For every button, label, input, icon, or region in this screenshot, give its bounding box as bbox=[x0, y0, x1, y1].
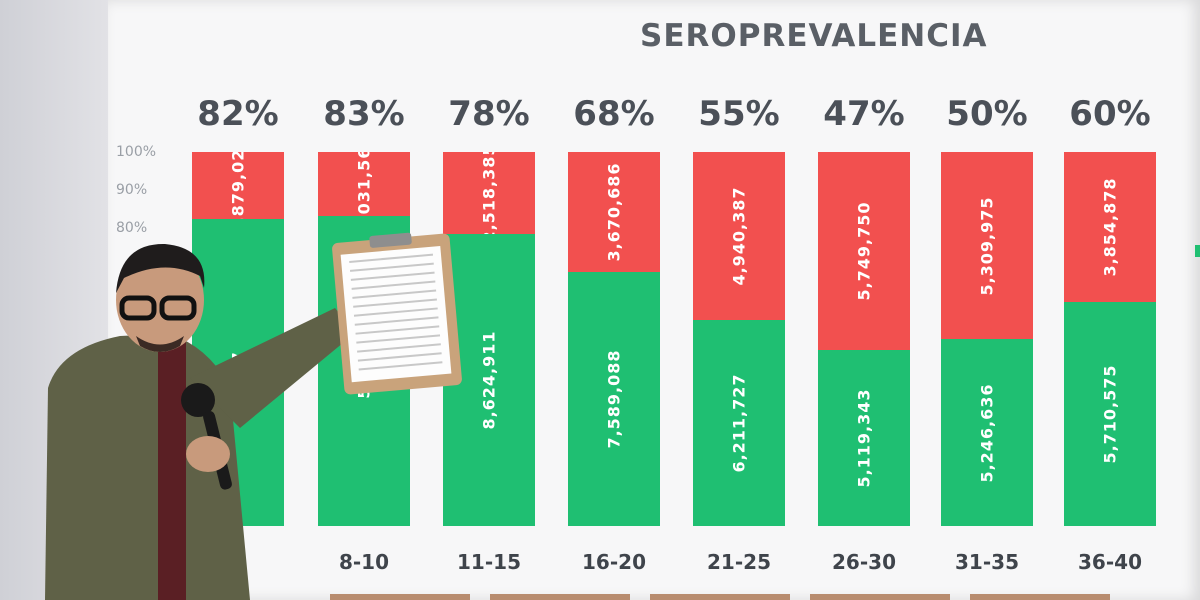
percentage-label: 78% bbox=[448, 94, 530, 134]
bar-segment-negative: 1,031,569 bbox=[318, 152, 410, 216]
category-label: 16-20 bbox=[582, 550, 646, 574]
bar-value-label: 3,854,878 bbox=[1100, 177, 1120, 277]
bar-segment-positive: 5,246,636 bbox=[941, 339, 1033, 526]
bar-value-label: 8,624,911 bbox=[479, 330, 499, 430]
bar-value-label: 5,309,975 bbox=[977, 195, 997, 296]
stage-floor bbox=[330, 594, 1130, 600]
bar-segment-negative: 2,879,029 bbox=[192, 152, 284, 219]
bar-segment-positive: 5,119,343 bbox=[818, 350, 910, 526]
bar-value-label: 6,211,727 bbox=[729, 373, 749, 473]
bar-value-label: 3,670,686 bbox=[604, 162, 624, 262]
bar-value-label: 1,031,569 bbox=[354, 152, 374, 216]
percentage-label: 82% bbox=[197, 94, 279, 134]
bar-segment-positive: 7,589,088 bbox=[568, 272, 660, 526]
bar-segment-positive: 6,211,727 bbox=[693, 320, 785, 526]
y-tick-label: 100% bbox=[116, 144, 157, 160]
bar-value-label: 7,589,088 bbox=[604, 349, 624, 449]
percentage-label: 50% bbox=[946, 94, 1028, 134]
stacked-bar: 2,518,385 8,624,911 bbox=[443, 152, 535, 526]
bar-segment-negative: 2,518,385 bbox=[443, 152, 535, 234]
screen-edge-mark bbox=[1195, 245, 1200, 257]
bar-segment-negative: 4,940,387 bbox=[693, 152, 785, 320]
bar-value-label: 5,710,575 bbox=[1100, 364, 1120, 464]
bar-segment-negative: 3,670,686 bbox=[568, 152, 660, 272]
bar-value-label: 2,879,029 bbox=[228, 152, 248, 219]
clipboard bbox=[331, 232, 463, 395]
clipboard-clip bbox=[369, 232, 412, 249]
stacked-bar: 5,749,750 5,119,343 bbox=[818, 152, 910, 526]
category-label: 26-30 bbox=[832, 550, 896, 574]
stacked-bar: 4,940,387 6,211,727 bbox=[693, 152, 785, 526]
bar-value-label: 5,749,750 bbox=[854, 201, 874, 301]
chart-title: SEROPREVALENCIA bbox=[640, 18, 988, 54]
bar-segment-negative: 5,749,750 bbox=[818, 152, 910, 350]
bar-value-label: 2,518,385 bbox=[479, 152, 499, 234]
bar-value-label: 5,246,636 bbox=[977, 382, 997, 483]
bar-segment-positive: 5,710,575 bbox=[1064, 302, 1156, 526]
category-label: 36-40 bbox=[1078, 550, 1142, 574]
percentage-label: 68% bbox=[573, 94, 655, 134]
category-label: 11-15 bbox=[457, 550, 521, 574]
category-label: 21-25 bbox=[707, 550, 771, 574]
bar-value-label: 4,940,387 bbox=[729, 186, 749, 286]
y-tick-label: 90% bbox=[116, 182, 148, 198]
category-label: 31-35 bbox=[955, 550, 1019, 574]
percentage-label: 83% bbox=[323, 94, 405, 134]
percentage-label: 47% bbox=[823, 94, 905, 134]
bar-value-label: 5,119,343 bbox=[854, 388, 874, 488]
percentage-label: 55% bbox=[698, 94, 780, 134]
document-sheet bbox=[340, 245, 452, 383]
bar-segment-negative: 3,854,878 bbox=[1064, 152, 1156, 302]
stacked-bar: 3,670,686 7,589,088 bbox=[568, 152, 660, 526]
category-label: 8-10 bbox=[338, 550, 390, 574]
percentage-label: 60% bbox=[1069, 94, 1151, 134]
y-tick-label: 80% bbox=[116, 220, 148, 236]
presenter bbox=[45, 243, 360, 600]
bar-segment-negative: 5,309,975 bbox=[941, 152, 1033, 339]
stacked-bar: 3,854,878 5,710,575 bbox=[1064, 152, 1156, 526]
stacked-bar: 5,309,975 5,246,636 bbox=[941, 152, 1033, 526]
